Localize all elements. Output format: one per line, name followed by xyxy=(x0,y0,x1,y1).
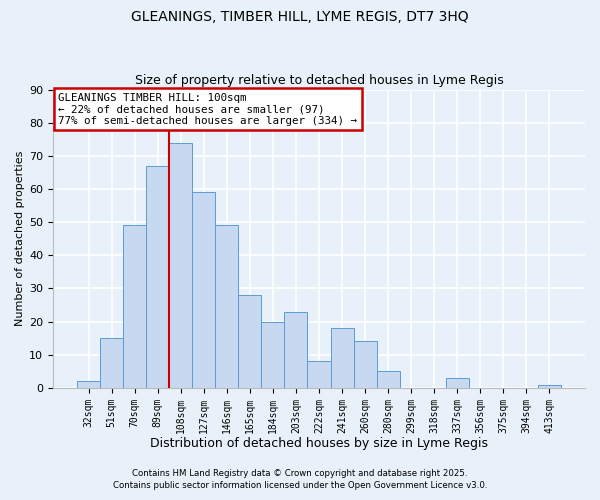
Bar xyxy=(262,322,284,388)
Bar xyxy=(284,312,307,388)
Y-axis label: Number of detached properties: Number of detached properties xyxy=(15,151,25,326)
Bar xyxy=(123,226,146,388)
Text: GLEANINGS, TIMBER HILL, LYME REGIS, DT7 3HQ: GLEANINGS, TIMBER HILL, LYME REGIS, DT7 … xyxy=(131,10,469,24)
Bar xyxy=(77,381,100,388)
Text: Contains HM Land Registry data © Crown copyright and database right 2025.
Contai: Contains HM Land Registry data © Crown c… xyxy=(113,468,487,490)
Bar xyxy=(331,328,353,388)
Bar xyxy=(307,362,331,388)
Bar xyxy=(446,378,469,388)
Title: Size of property relative to detached houses in Lyme Regis: Size of property relative to detached ho… xyxy=(134,74,503,87)
Bar xyxy=(193,192,215,388)
Bar xyxy=(238,295,262,388)
Text: GLEANINGS TIMBER HILL: 100sqm
← 22% of detached houses are smaller (97)
77% of s: GLEANINGS TIMBER HILL: 100sqm ← 22% of d… xyxy=(58,92,358,126)
Bar xyxy=(538,384,561,388)
Bar xyxy=(169,142,193,388)
Bar xyxy=(377,372,400,388)
Bar xyxy=(353,342,377,388)
Bar xyxy=(100,338,123,388)
X-axis label: Distribution of detached houses by size in Lyme Regis: Distribution of detached houses by size … xyxy=(150,437,488,450)
Bar xyxy=(215,226,238,388)
Bar xyxy=(146,166,169,388)
